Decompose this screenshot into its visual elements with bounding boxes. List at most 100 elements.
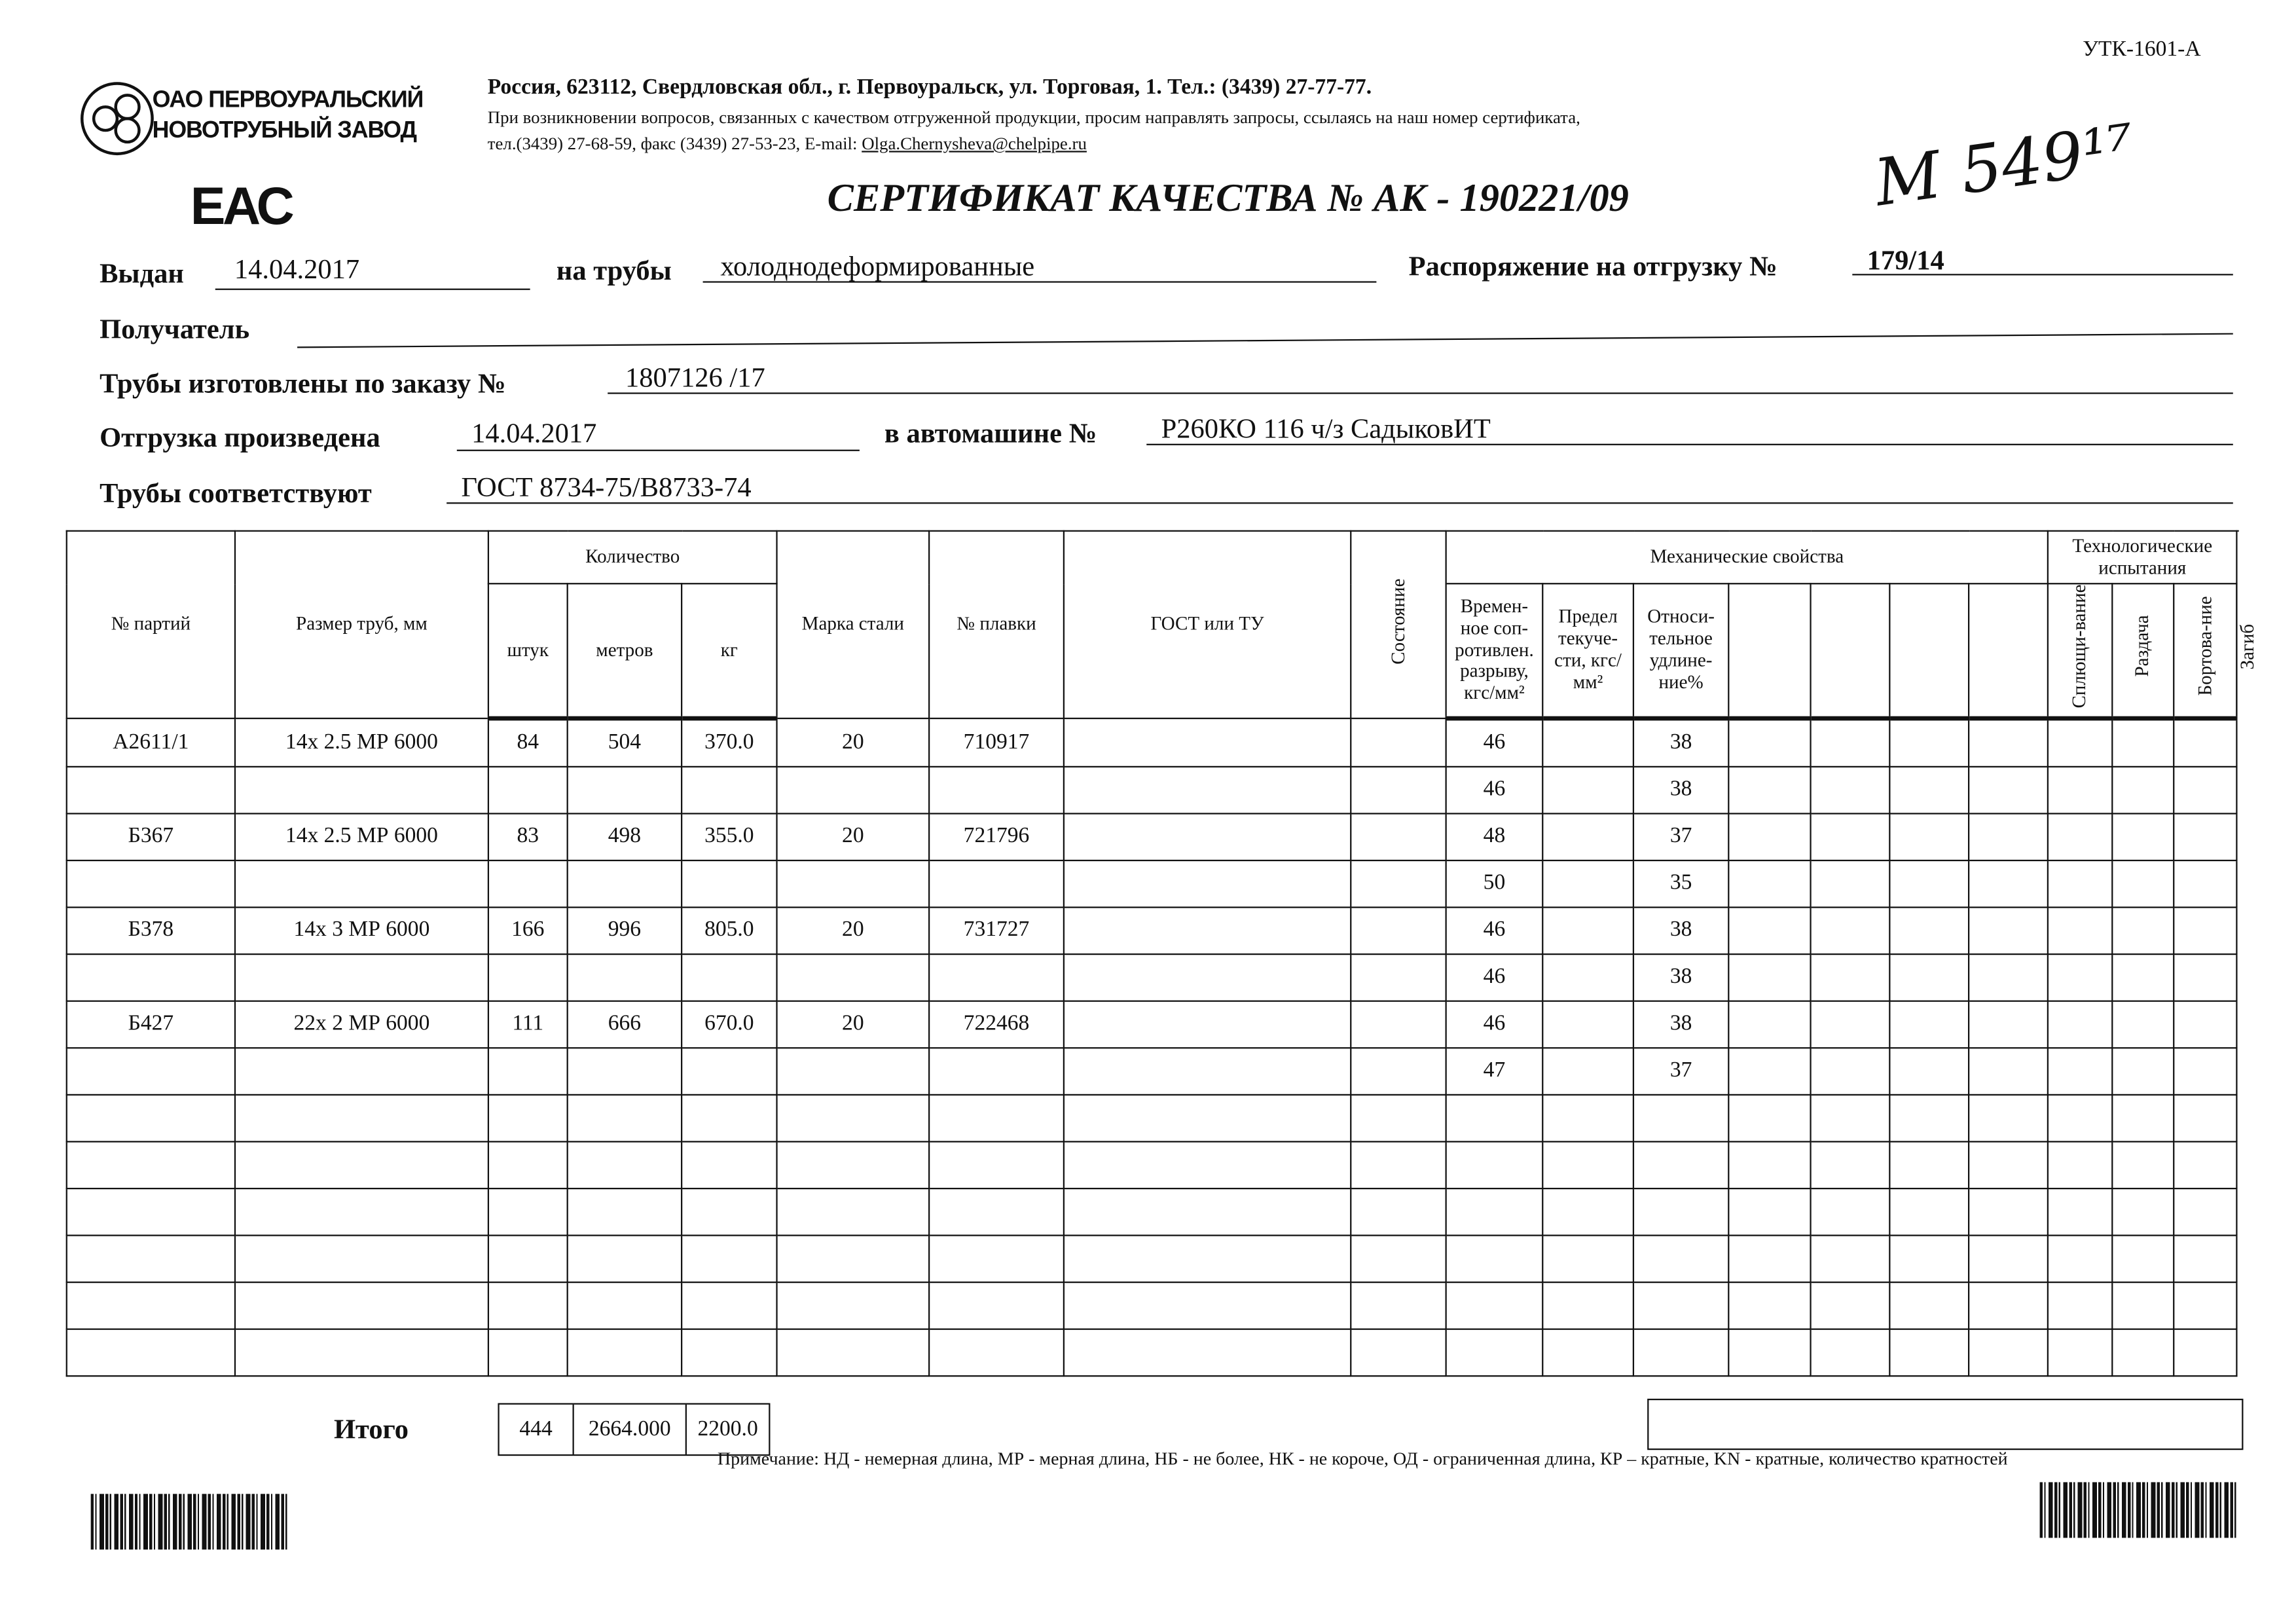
table-row-empty [65, 1234, 2238, 1283]
made-value: 1807126 /17 [625, 363, 765, 394]
cell-elong: 38 [1632, 1000, 1730, 1049]
cell-kg [681, 1094, 778, 1143]
cell-yield [1542, 1094, 1635, 1143]
cell-heat [928, 859, 1065, 908]
cell-bend [2173, 906, 2238, 955]
cell-expand [2047, 717, 2113, 767]
cell-elong [1632, 1094, 1730, 1143]
cell-meters [566, 1282, 683, 1330]
cell-kg [681, 1141, 778, 1190]
cell-m4 [1728, 953, 1812, 1002]
cell-expand [2047, 1000, 2113, 1049]
cell-kg: 805.0 [681, 906, 778, 955]
cell-steel: 20 [776, 1000, 930, 1049]
cell-yield [1542, 1282, 1635, 1330]
cell-meters [566, 1047, 683, 1096]
cell-gost [1063, 1234, 1352, 1283]
cell-lot [65, 1234, 236, 1283]
header-size: Размер труб, мм [234, 530, 490, 720]
footnote: Примечание: НД - немерная длина, МР - ме… [717, 1448, 2008, 1469]
cell-gost [1063, 1000, 1352, 1049]
cell-kg [681, 859, 778, 908]
cell-m4 [1728, 813, 1812, 862]
cell-flange [2111, 1187, 2175, 1236]
cell-bend [2173, 1187, 2238, 1236]
header-flatten: Сплющи-вание [2047, 583, 2113, 721]
cell-bend [2173, 1000, 2238, 1049]
cell-flange [2111, 859, 2175, 908]
cell-expand [2047, 813, 2113, 862]
cell-heat: 722468 [928, 1000, 1065, 1049]
header-flange: Бортова-ние [2173, 583, 2238, 721]
cell-flange [2111, 1282, 2175, 1330]
cell-state [1350, 1000, 1447, 1049]
cell-heat [928, 1328, 1065, 1377]
issued-label: Выдан [100, 259, 184, 290]
cell-state [1350, 813, 1447, 862]
cell-m5 [1810, 1282, 1891, 1330]
cell-tensile: 46 [1445, 953, 1544, 1002]
cell-bend [2173, 1234, 2238, 1283]
cell-flange [2111, 1141, 2175, 1190]
cell-meters [566, 1094, 683, 1143]
company-name: ОАО ПЕРВОУРАЛЬСКИЙ НОВОТРУБНЫЙ ЗАВОД [153, 85, 424, 147]
cell-meters: 498 [566, 813, 683, 862]
cell-expand [2047, 1141, 2113, 1190]
cell-state [1350, 717, 1447, 767]
pipes-label: на трубы [556, 256, 672, 287]
cell-tensile [1445, 1141, 1544, 1190]
cell-pcs [487, 953, 568, 1002]
cell-size [234, 1047, 490, 1096]
cell-m5 [1810, 953, 1891, 1002]
cell-kg [681, 1328, 778, 1377]
conform-label: Трубы соответствуют [100, 479, 372, 510]
cell-pcs [487, 1094, 568, 1143]
cell-m4 [1728, 1047, 1812, 1096]
table-row: 47 37 [65, 1047, 2238, 1096]
pipes-value: холоднодеформированные [720, 251, 1035, 283]
cell-elong: 38 [1632, 953, 1730, 1002]
cell-m5 [1810, 1187, 1891, 1236]
cell-pcs [487, 859, 568, 908]
inquiry-note: При возникновении вопросов, связанных с … [487, 107, 1580, 128]
cell-heat [928, 1282, 1065, 1330]
cell-size [234, 1094, 490, 1143]
cell-gost [1063, 859, 1352, 908]
cell-steel: 20 [776, 906, 930, 955]
cell-yield [1542, 766, 1635, 815]
cell-size: 14х 2.5 МР 6000 [234, 717, 490, 767]
cell-m5 [1810, 1000, 1891, 1049]
cell-lot [65, 1328, 236, 1377]
cell-pcs [487, 1234, 568, 1283]
cell-state [1350, 1187, 1447, 1236]
cell-bend [2173, 859, 2238, 908]
cell-m6 [1889, 1094, 1970, 1143]
cell-expand [2047, 1187, 2113, 1236]
cell-elong [1632, 1328, 1730, 1377]
cell-meters: 504 [566, 717, 683, 767]
table-row: Б378 14х 3 МР 6000 166 996 805.0 20 731727 46 38 [65, 906, 2238, 955]
cell-tensile: 46 [1445, 766, 1544, 815]
cell-tensile [1445, 1094, 1544, 1143]
cell-expand [2047, 766, 2113, 815]
cell-m6 [1889, 1282, 1970, 1330]
table-row: 50 35 [65, 859, 2238, 908]
cell-heat [928, 766, 1065, 815]
cell-m6 [1889, 813, 1970, 862]
cell-gost [1063, 813, 1352, 862]
cell-tensile: 47 [1445, 1047, 1544, 1096]
made-label: Трубы изготовлены по заказу № [100, 369, 506, 400]
cell-lot [65, 1094, 236, 1143]
cell-pcs [487, 1282, 568, 1330]
cell-flatten [1967, 1187, 2049, 1236]
cell-tensile: 48 [1445, 813, 1544, 862]
header-yield: Предел текуче-сти, кгс/мм² [1542, 583, 1635, 721]
cell-yield [1542, 859, 1635, 908]
email-link[interactable]: Olga.Chernysheva@chelpipe.ru [862, 133, 1087, 154]
header-expand: Раздача [2111, 583, 2175, 721]
cell-kg [681, 953, 778, 1002]
cell-state [1350, 906, 1447, 955]
issued-value: 14.04.2017 [234, 255, 360, 286]
header-quantity: Количество [487, 530, 778, 585]
cell-expand [2047, 1047, 2113, 1096]
